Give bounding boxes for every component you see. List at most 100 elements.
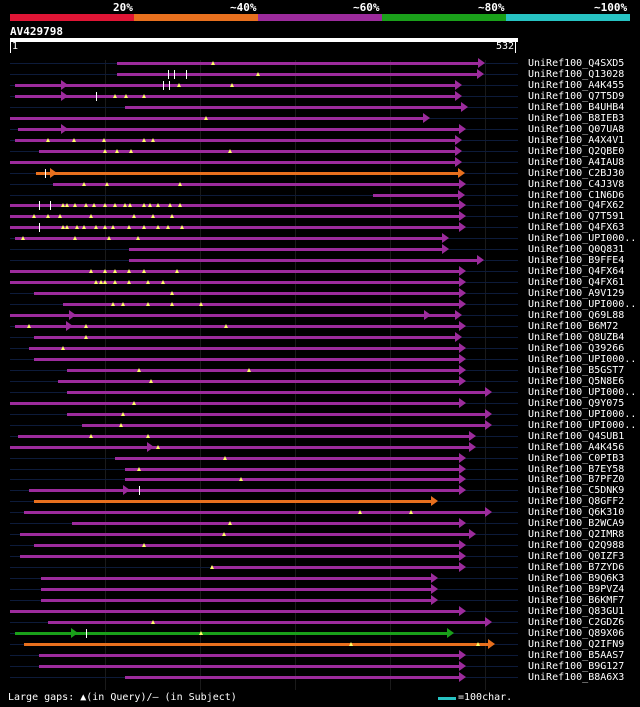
hit-bar[interactable]	[33, 336, 455, 339]
hit-label[interactable]: UniRef100_Q9Y075	[528, 397, 625, 409]
hit-label[interactable]: UniRef100_Q7T591	[528, 211, 625, 223]
hit-label[interactable]: UniRef100_Q4FX64	[528, 266, 625, 278]
hit-bar[interactable]	[14, 237, 443, 241]
hit-label[interactable]: UniRef100_Q07UA8	[528, 123, 625, 135]
hit-label[interactable]: UniRef100_A4K456	[528, 441, 625, 453]
hit-bar[interactable]	[116, 72, 477, 76]
hit-bar[interactable]	[17, 434, 469, 438]
hit-label[interactable]: UniRef100_B7EY58	[528, 463, 625, 475]
hit-label[interactable]: UniRef100_B7ZYD6	[528, 562, 625, 574]
hit-bar[interactable]	[24, 642, 489, 646]
hit-bar[interactable]	[129, 259, 477, 263]
hit-label[interactable]: UniRef100_Q2IFN9	[528, 638, 625, 650]
hit-label[interactable]: UniRef100_Q2QBE0	[528, 145, 625, 157]
hit-label[interactable]: UniRef100_Q39266	[528, 342, 625, 354]
hit-bar[interactable]	[40, 588, 431, 592]
hit-label[interactable]: UniRef100_Q8UZB4	[528, 332, 625, 343]
hit-label[interactable]: UniRef100_UPI000..	[528, 353, 637, 365]
hit-bar[interactable]	[14, 83, 455, 87]
hit-bar[interactable]	[29, 346, 460, 350]
hit-label[interactable]: UniRef100_B9FFE4	[528, 255, 625, 267]
hit-label[interactable]: UniRef100_Q69L88	[528, 310, 625, 322]
hit-label[interactable]: UniRef100_B8IEB3	[528, 112, 625, 124]
hit-bar[interactable]	[33, 292, 460, 296]
hit-bar[interactable]	[10, 204, 460, 208]
hit-label[interactable]: UniRef100_Q0IZF3	[528, 551, 625, 563]
hit-bar[interactable]	[10, 215, 460, 219]
hit-label[interactable]: UniRef100_B5AAS7	[528, 649, 625, 661]
hit-bar[interactable]	[38, 653, 460, 657]
hit-bar[interactable]	[10, 270, 460, 274]
hit-bar[interactable]	[14, 94, 455, 98]
hit-label[interactable]: UniRef100_UPI000..	[528, 419, 637, 431]
hit-label[interactable]: UniRef100_B4UHB4	[528, 101, 625, 113]
hit-bar[interactable]	[14, 325, 460, 329]
hit-bar[interactable]	[115, 456, 460, 460]
hit-label[interactable]: UniRef100_Q8GFF2	[528, 496, 625, 508]
hit-bar[interactable]	[10, 226, 460, 230]
hit-label[interactable]: UniRef100_C2BJ30	[528, 167, 625, 179]
hit-bar[interactable]	[62, 303, 460, 307]
hit-bar[interactable]	[10, 281, 460, 285]
hit-label[interactable]: UniRef100_Q0Q831	[528, 244, 625, 256]
hit-bar[interactable]	[10, 401, 460, 405]
hit-bar[interactable]	[81, 423, 486, 427]
hit-label[interactable]: UniRef100_B6M72	[528, 321, 619, 333]
hit-label[interactable]: UniRef100_B9Q6K3	[528, 573, 625, 585]
hit-label[interactable]: UniRef100_UPI000..	[528, 233, 637, 245]
hit-label[interactable]: UniRef100_Q7T5D9	[528, 90, 625, 102]
hit-label[interactable]: UniRef100_Q2Q988	[528, 540, 625, 552]
hit-label[interactable]: UniRef100_Q6K310	[528, 507, 625, 519]
hit-label[interactable]: UniRef100_B2WCA9	[528, 518, 625, 530]
hit-label[interactable]: UniRef100_Q4FX61	[528, 277, 625, 289]
hit-bar[interactable]	[129, 248, 443, 252]
hit-bar[interactable]	[19, 533, 469, 537]
hit-label[interactable]: UniRef100_Q4SUB1	[528, 430, 625, 442]
hit-bar[interactable]	[33, 544, 460, 548]
hit-bar[interactable]	[372, 193, 458, 197]
hit-bar[interactable]	[33, 500, 431, 504]
hit-bar[interactable]	[124, 105, 462, 109]
hit-bar[interactable]	[10, 314, 455, 318]
hit-bar[interactable]	[14, 631, 447, 635]
hit-bar[interactable]	[57, 379, 460, 383]
hit-label[interactable]: UniRef100_C4J3V8	[528, 178, 625, 190]
hit-label[interactable]: UniRef100_C1N6D6	[528, 189, 625, 201]
hit-bar[interactable]	[38, 664, 460, 668]
hit-label[interactable]: UniRef100_B8A6X3	[528, 671, 625, 683]
hit-bar[interactable]	[124, 478, 460, 482]
hit-label[interactable]: UniRef100_Q4FX62	[528, 200, 625, 212]
hit-label[interactable]: UniRef100_C0PIB3	[528, 452, 625, 464]
hit-label[interactable]: UniRef100_Q89X06	[528, 627, 625, 639]
hit-label[interactable]: UniRef100_A4X4V1	[528, 134, 625, 146]
hit-bar[interactable]	[19, 555, 460, 559]
hit-bar[interactable]	[67, 412, 486, 416]
hit-label[interactable]: UniRef100_B5GST7	[528, 364, 625, 376]
hit-label[interactable]: UniRef100_B9PVZ4	[528, 584, 625, 596]
hit-label[interactable]: UniRef100_A4K455	[528, 79, 625, 91]
hit-label[interactable]: UniRef100_UPI000..	[528, 386, 637, 398]
hit-bar[interactable]	[10, 445, 469, 449]
hit-label[interactable]: UniRef100_Q13028	[528, 68, 625, 80]
hit-label[interactable]: UniRef100_B9G127	[528, 660, 625, 672]
hit-label[interactable]: UniRef100_C5DNK9	[528, 485, 625, 497]
hit-bar[interactable]	[52, 182, 460, 186]
hit-bar[interactable]	[17, 127, 460, 131]
hit-label[interactable]: UniRef100_Q83GU1	[528, 606, 625, 617]
hit-label[interactable]: UniRef100_Q2IMR8	[528, 529, 625, 541]
hit-label[interactable]: UniRef100_Q4SXD5	[528, 58, 625, 69]
hit-label[interactable]: UniRef100_Q4FX63	[528, 222, 625, 234]
hit-bar[interactable]	[124, 675, 460, 679]
hit-bar[interactable]	[24, 511, 486, 515]
hit-bar[interactable]	[40, 577, 431, 581]
hit-bar[interactable]	[14, 138, 455, 142]
hit-bar[interactable]	[210, 566, 460, 570]
hit-label[interactable]: UniRef100_C2GDZ6	[528, 616, 625, 628]
hit-bar[interactable]	[72, 522, 460, 526]
hit-bar[interactable]	[10, 610, 460, 613]
hit-bar[interactable]	[124, 467, 460, 471]
hit-bar[interactable]	[29, 489, 460, 493]
hit-bar[interactable]	[38, 149, 455, 153]
hit-bar[interactable]	[10, 160, 455, 164]
hit-label[interactable]: UniRef100_Q5N8E6	[528, 375, 625, 387]
